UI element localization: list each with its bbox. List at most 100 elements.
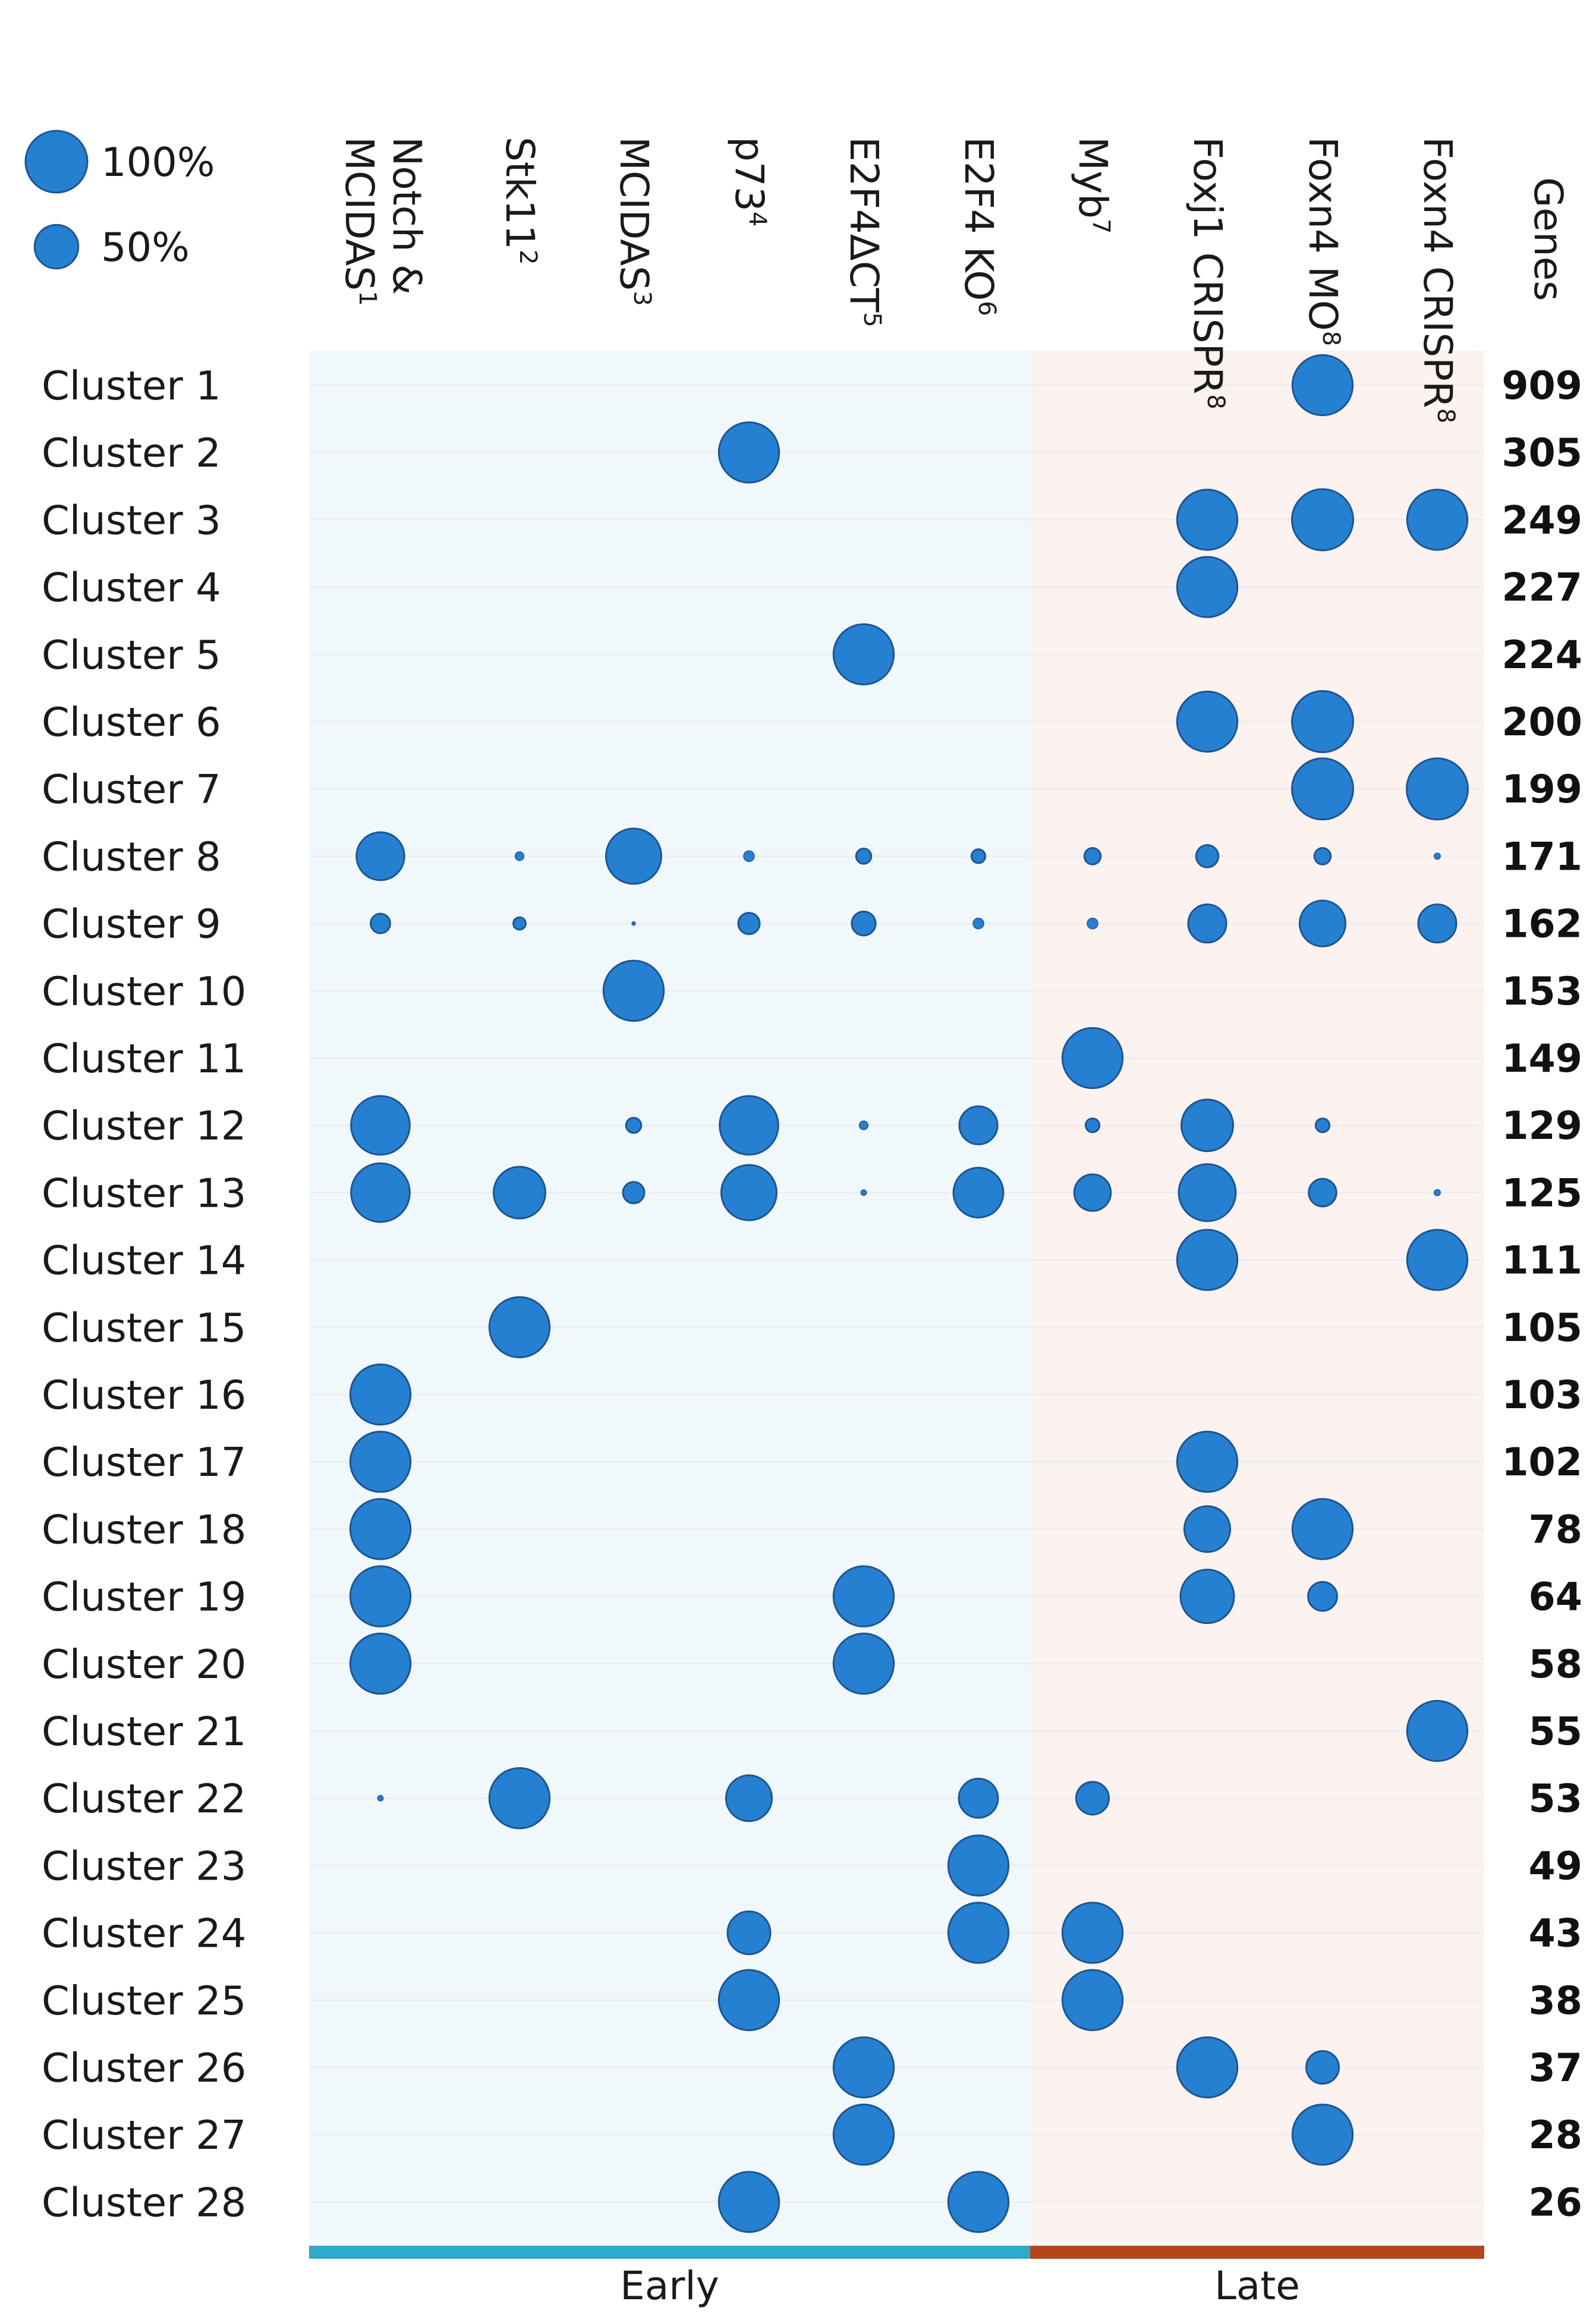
bubble: [1298, 899, 1347, 947]
column-label: Stk112: [497, 137, 543, 265]
gene-count: 909: [1501, 364, 1582, 408]
column-label-superscript: 5: [858, 312, 886, 327]
bubble: [1434, 852, 1441, 860]
column-label: MCIDAS3: [611, 137, 657, 306]
legend: 100% 50%: [24, 130, 215, 270]
bubble: [349, 1632, 412, 1695]
column-label: Foxj1 CRISPR8: [1185, 137, 1230, 410]
bubble: [1417, 904, 1458, 944]
bubble: [1073, 1173, 1112, 1212]
bubble: [952, 1166, 1005, 1219]
gene-count: 111: [1501, 1239, 1582, 1283]
bubble: [1291, 488, 1354, 552]
gene-counts: 909 305 249 227 224 200 199 171 162 153 149 129 125 1…: [1501, 364, 1582, 2225]
column-label-superscript: 8: [1432, 408, 1459, 423]
row-label: Cluster 3: [42, 497, 221, 543]
column-label: Myb7: [1070, 137, 1116, 234]
row-label: Cluster 15: [42, 1305, 246, 1351]
bubble: [832, 2104, 895, 2166]
gene-count: 129: [1501, 1104, 1582, 1148]
column-label: Foxn4 CRISPR8: [1415, 137, 1460, 423]
row-label: Cluster 6: [42, 699, 221, 745]
column-label-superscript: 8: [1202, 394, 1229, 409]
row-label: Cluster 14: [42, 1238, 246, 1284]
bubble: [512, 916, 527, 931]
bubble: [1083, 847, 1102, 865]
gene-count: 26: [1529, 2180, 1582, 2225]
bubble: [1406, 1699, 1469, 1762]
bubble: [622, 1181, 646, 1204]
column-label-superscript: 4: [744, 212, 771, 226]
column-label-superscript: 6: [973, 301, 1000, 316]
bubble: [860, 1189, 867, 1196]
bubble: [1176, 1229, 1239, 1291]
bubble: [625, 1116, 643, 1134]
bubble: [1180, 1098, 1235, 1153]
bubble: [947, 1834, 1010, 1897]
bubble: [972, 917, 984, 930]
gene-count: 102: [1501, 1440, 1582, 1485]
bubble: [1406, 489, 1469, 551]
bubble: [726, 1910, 772, 1956]
row-label: Cluster 20: [42, 1641, 246, 1688]
bubble: [1291, 354, 1354, 417]
bubble: [1183, 1505, 1232, 1553]
early-background: [309, 351, 1030, 2241]
bubble: [349, 1565, 412, 1628]
column-label: MCIDAS1: [336, 137, 382, 306]
bubble: [725, 1774, 773, 1822]
bubble: [1178, 1163, 1237, 1222]
gene-count: 103: [1501, 1373, 1582, 1418]
bubble: [858, 1120, 869, 1131]
bubble: [1195, 844, 1220, 868]
row-label: Cluster 24: [42, 1910, 246, 1957]
row-label: Cluster 19: [42, 1574, 246, 1620]
bubble: [947, 2171, 1010, 2233]
bubble: [1291, 1498, 1354, 1560]
column-label-superscript: 2: [514, 250, 542, 265]
bubble: [349, 1363, 412, 1426]
row-label: Cluster 9: [42, 901, 221, 947]
column-label-superscript: 8: [1317, 331, 1345, 346]
column-label-superscript: 1: [354, 291, 381, 306]
column-label-superscript: 7: [1087, 219, 1115, 234]
gene-count: 37: [1529, 2046, 1582, 2091]
bubble: [1176, 556, 1239, 618]
bubble: [355, 831, 405, 882]
gene-count: 125: [1501, 1171, 1582, 1216]
bubbles: [349, 354, 1469, 2233]
row-label: Cluster 27: [42, 2112, 246, 2158]
bubble: [1313, 847, 1332, 865]
bubble: [717, 421, 780, 484]
column-label: E2F4 KO6: [956, 137, 1002, 316]
bubble: [350, 1162, 411, 1223]
gene-count: 162: [1501, 902, 1582, 947]
bubble: [1061, 1027, 1124, 1090]
bubble: [717, 1969, 780, 2031]
row-label: Cluster 7: [42, 766, 221, 813]
bubble: [1179, 1569, 1235, 1625]
bubble: [488, 1296, 551, 1358]
gene-count: 78: [1529, 1507, 1582, 1552]
gene-count: 305: [1501, 431, 1582, 476]
bubble: [1291, 690, 1354, 753]
legend-bubble: [24, 130, 89, 194]
genes-header: Genes: [1525, 177, 1571, 301]
bubble: [717, 2171, 780, 2233]
row-label: Cluster 21: [42, 1708, 246, 1755]
row-label: Cluster 16: [42, 1372, 246, 1418]
bubble: [1406, 1229, 1469, 1291]
gene-count: 249: [1501, 498, 1582, 543]
gene-count: 199: [1501, 767, 1582, 812]
column-label: Foxn4 MO8: [1300, 137, 1346, 346]
bubble: [743, 850, 755, 862]
bubble: [1176, 690, 1239, 753]
late-bar: [1030, 2246, 1484, 2259]
row-label: Cluster 12: [42, 1103, 246, 1149]
row-label: Cluster 1: [42, 363, 221, 409]
bubble: [631, 921, 636, 926]
bubble: [514, 851, 525, 861]
column-label: p734: [726, 137, 772, 226]
late-label: Late: [1214, 2263, 1300, 2309]
bubble: [1087, 917, 1098, 930]
